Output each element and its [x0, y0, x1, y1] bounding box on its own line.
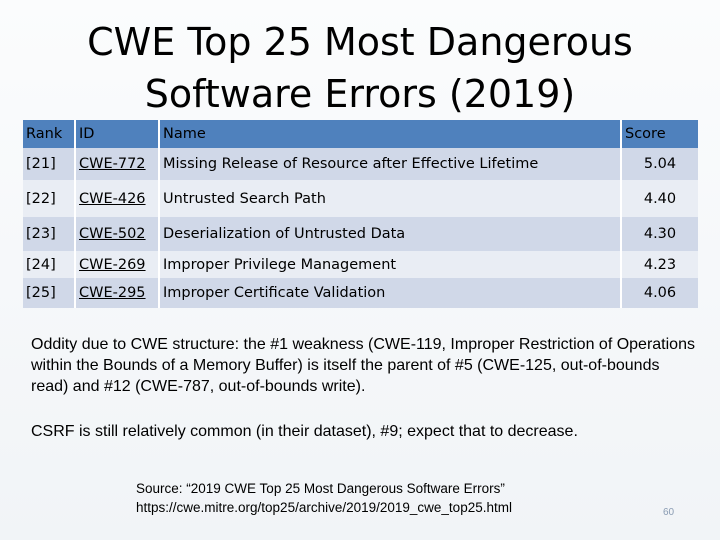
body-paragraph-oddity: Oddity due to CWE structure: the #1 weak…	[31, 336, 695, 395]
slide-title: CWE Top 25 Most Dangerous Software Error…	[40, 16, 680, 120]
slide-title-line1: CWE Top 25 Most Dangerous	[87, 20, 633, 64]
slide-title-line2: Software Errors (2019)	[144, 72, 576, 116]
cell-id-link[interactable]: CWE-502	[75, 217, 160, 251]
cell-id-link[interactable]: CWE-426	[75, 180, 160, 217]
source-citation: Source: “2019 CWE Top 25 Most Dangerous …	[136, 479, 636, 517]
cell-name: Improper Certificate Validation	[159, 278, 622, 308]
cell-score: 5.04	[621, 148, 698, 180]
cell-name: Deserialization of Untrusted Data	[159, 217, 622, 251]
header-rank: Rank	[23, 120, 76, 148]
cell-id-link[interactable]: CWE-295	[75, 278, 160, 308]
cell-score: 4.06	[621, 278, 698, 308]
cwe-table: Rank ID Name Score [21] CWE-772 Missing …	[23, 120, 698, 308]
cell-id-link[interactable]: CWE-269	[75, 251, 160, 278]
source-line1: Source: “2019 CWE Top 25 Most Dangerous …	[136, 481, 505, 496]
table-row: [24] CWE-269 Improper Privilege Manageme…	[23, 251, 698, 278]
header-score: Score	[621, 120, 698, 148]
source-url: https://cwe.mitre.org/top25/archive/2019…	[136, 500, 512, 515]
table-row: [25] CWE-295 Improper Certificate Valida…	[23, 278, 698, 308]
cell-score: 4.23	[621, 251, 698, 278]
cell-score: 4.30	[621, 217, 698, 251]
table-row: [23] CWE-502 Deserialization of Untruste…	[23, 217, 698, 251]
cell-rank: [22]	[23, 180, 76, 217]
page-number: 60	[663, 507, 675, 518]
table-row: [21] CWE-772 Missing Release of Resource…	[23, 148, 698, 180]
body-paragraph-csrf: CSRF is still relatively common (in thei…	[31, 423, 578, 440]
cell-rank: [21]	[23, 148, 76, 180]
cell-rank: [25]	[23, 278, 76, 308]
cell-name: Untrusted Search Path	[159, 180, 622, 217]
header-id: ID	[75, 120, 160, 148]
table-header-row: Rank ID Name Score	[23, 120, 698, 148]
cell-name: Missing Release of Resource after Effect…	[159, 148, 622, 180]
header-name: Name	[159, 120, 622, 148]
cell-score: 4.40	[621, 180, 698, 217]
cell-name: Improper Privilege Management	[159, 251, 622, 278]
cell-rank: [24]	[23, 251, 76, 278]
cell-id-link[interactable]: CWE-772	[75, 148, 160, 180]
table-row: [22] CWE-426 Untrusted Search Path 4.40	[23, 180, 698, 217]
cell-rank: [23]	[23, 217, 76, 251]
